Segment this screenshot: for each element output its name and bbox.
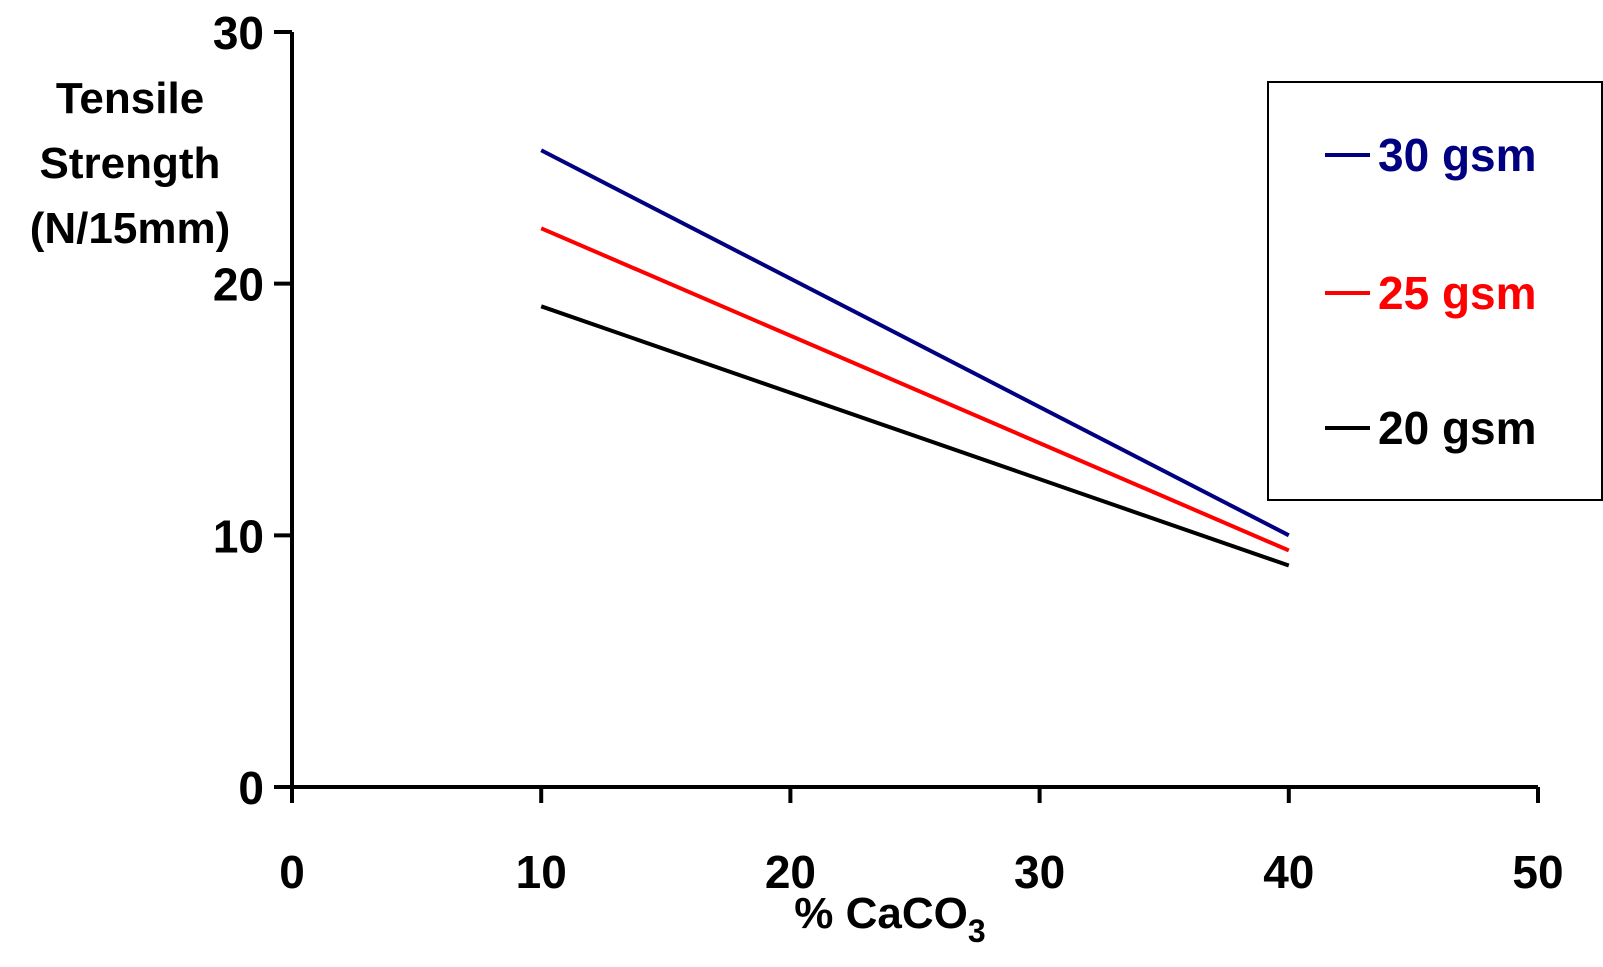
y-axis-label-line-1: Tensile — [56, 74, 204, 123]
x-axis-label-subscript: 3 — [968, 913, 986, 949]
series — [540, 148, 1290, 568]
x-tick-label: 0 — [279, 846, 305, 898]
series-line-30-gsm — [540, 148, 1290, 538]
y-tick-label: 10 — [213, 510, 264, 562]
x-tick-label: 30 — [1014, 846, 1065, 898]
x-tick-label: 50 — [1512, 846, 1563, 898]
legend-items: 30 gsm 25 gsm 20 gsm — [1325, 129, 1537, 454]
x-tick-label: 40 — [1263, 846, 1314, 898]
series-line-20-gsm — [540, 304, 1290, 568]
ticks: 0 10 20 30 0 10 20 30 40 50 — [213, 7, 1564, 898]
y-axis-label: Tensile Strength (N/15mm) — [30, 74, 231, 253]
x-tick-label: 20 — [765, 846, 816, 898]
legend-box — [1267, 81, 1603, 501]
axes — [290, 32, 1538, 789]
legend-label-30-gsm: 30 gsm — [1378, 129, 1537, 181]
x-axis-label-main: % CaCO — [794, 889, 968, 938]
y-axis-label-line-2: Strength — [40, 139, 221, 188]
y-tick-label: 20 — [213, 259, 264, 311]
x-axis-label: % CaCO3 — [794, 889, 985, 949]
legend-label-25-gsm: 25 gsm — [1378, 267, 1537, 319]
y-tick-label: 0 — [238, 762, 264, 814]
legend: 30 gsm 25 gsm 20 gsm — [1267, 81, 1603, 501]
legend-label-20-gsm: 20 gsm — [1378, 402, 1537, 454]
series-line-25-gsm — [540, 226, 1290, 553]
x-tick-label: 10 — [516, 846, 567, 898]
y-tick-label: 30 — [213, 7, 264, 59]
y-axis-label-line-3: (N/15mm) — [30, 204, 231, 253]
